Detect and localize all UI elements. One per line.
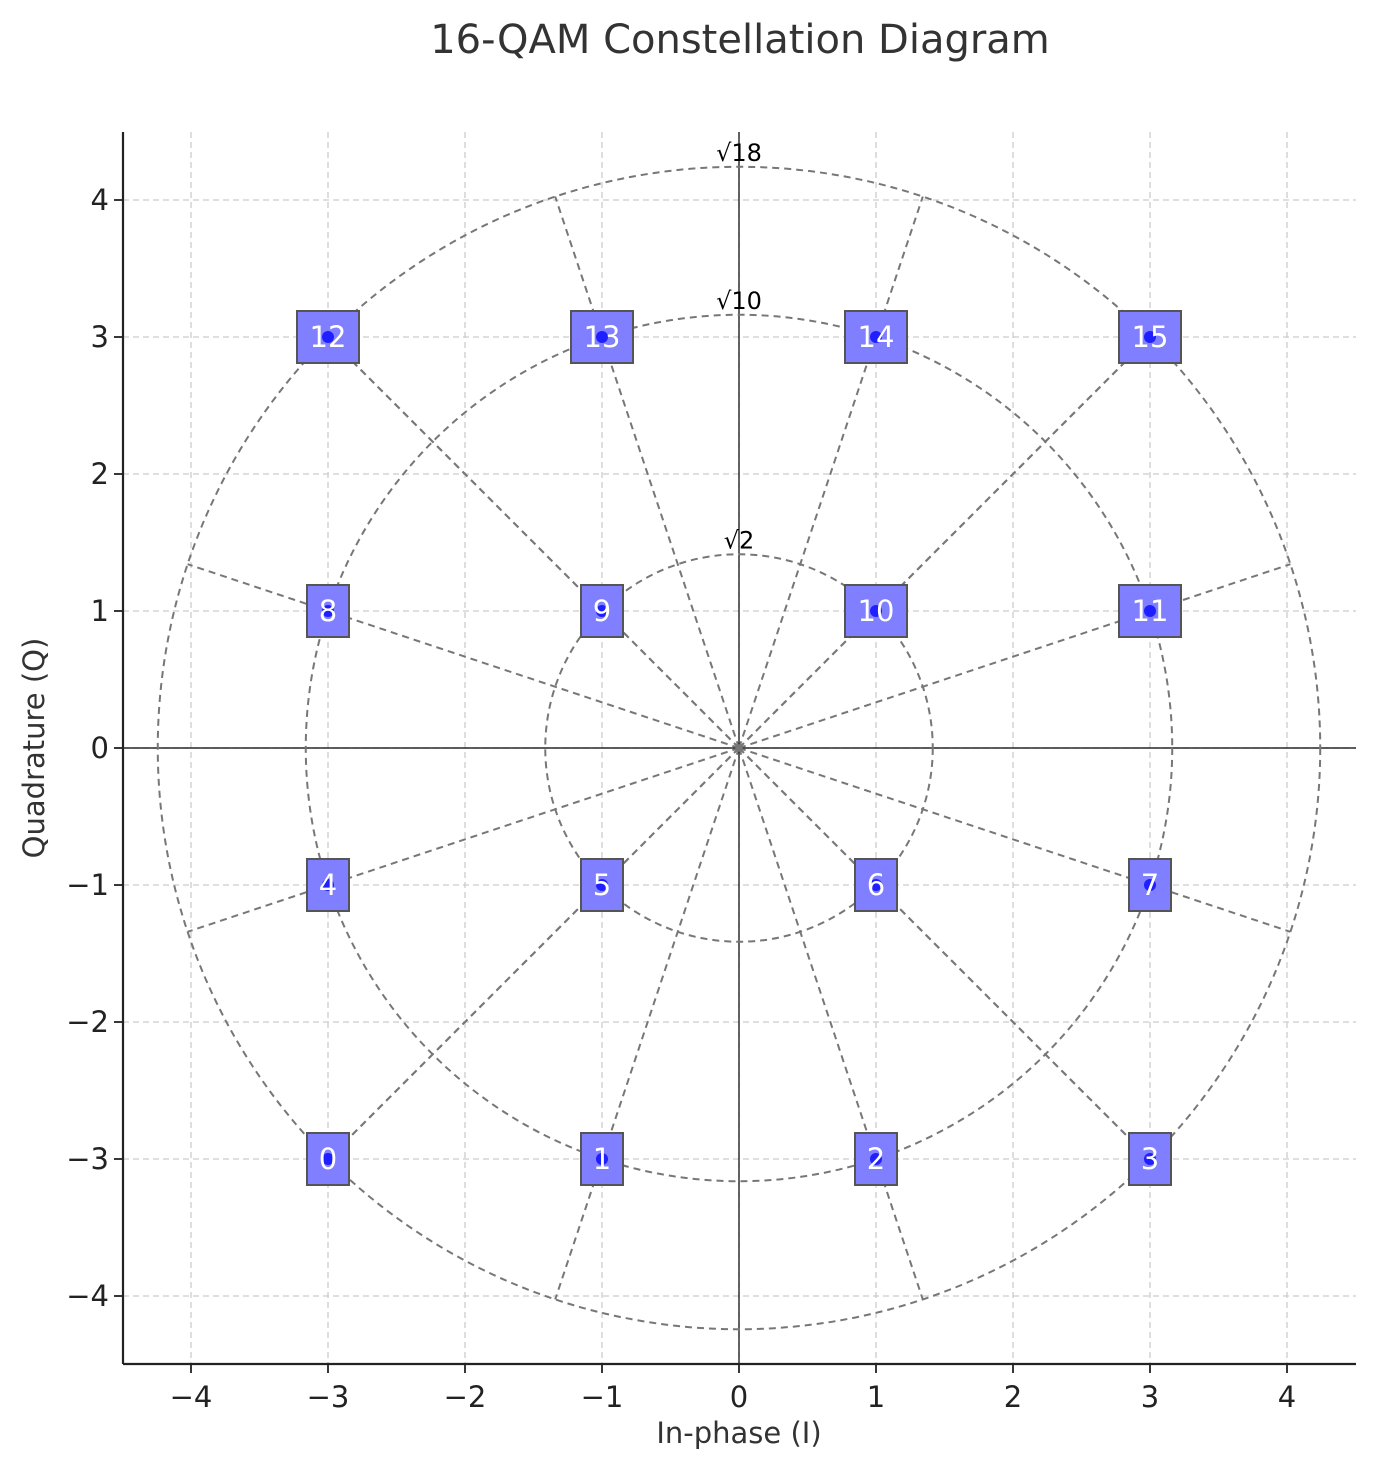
point-label: 2 — [867, 1142, 885, 1176]
x-tick-label: −2 — [444, 1380, 487, 1414]
y-tick-label: −1 — [66, 868, 109, 902]
constellation-point: 15 — [1118, 310, 1182, 364]
x-tick-label: 4 — [1278, 1380, 1296, 1414]
point-label: 9 — [593, 594, 611, 628]
y-tick-label: −2 — [66, 1005, 109, 1039]
point-marker — [870, 879, 882, 891]
point-marker — [870, 331, 882, 343]
constellation-point: 7 — [1128, 858, 1172, 912]
x-axis-label: In-phase (I) — [656, 1416, 821, 1450]
spoke-line — [327, 747, 740, 1160]
point-marker — [1144, 879, 1156, 891]
y-tick-label: −3 — [66, 1142, 109, 1176]
point-label: 6 — [867, 868, 885, 902]
point-label: 0 — [319, 1142, 337, 1176]
constellation-point: 0 — [306, 1132, 350, 1186]
x-tick-label: 3 — [1141, 1380, 1159, 1414]
y-axis-label: Quadrature (Q) — [17, 638, 51, 859]
x-tick-label: −3 — [307, 1380, 350, 1414]
point-marker — [322, 605, 334, 617]
point-label: 12 — [310, 320, 347, 354]
constellation-point: 5 — [580, 858, 624, 912]
y-tick-label: 1 — [91, 594, 109, 628]
point-label: 15 — [1132, 320, 1169, 354]
constellation-point: 8 — [306, 584, 350, 638]
point-label: 10 — [858, 594, 895, 628]
spoke-line — [738, 336, 1151, 749]
ring-label: √18 — [716, 139, 762, 167]
point-label: 14 — [858, 320, 895, 354]
x-tick-label: 1 — [867, 1380, 885, 1414]
point-label: 7 — [1141, 868, 1159, 902]
spoke-line — [738, 196, 924, 749]
y-tick-label: 4 — [91, 183, 109, 217]
spoke-lines — [187, 196, 1291, 1300]
point-label: 11 — [1132, 594, 1169, 628]
point-marker — [596, 331, 608, 343]
point-marker — [870, 605, 882, 617]
constellation-point: 3 — [1128, 1132, 1172, 1186]
point-marker — [322, 331, 334, 343]
radius-rings: √2 √10 √18 — [156, 139, 1322, 1331]
spoke-line — [738, 747, 1151, 1160]
point-marker — [1144, 331, 1156, 343]
y-tick-label: 0 — [91, 731, 109, 765]
spoke-line — [554, 196, 740, 749]
x-tick-label: −4 — [170, 1380, 213, 1414]
point-marker — [596, 605, 608, 617]
constellation-point: 2 — [854, 1132, 898, 1186]
constellation-point: 14 — [844, 310, 908, 364]
constellation-point: 13 — [570, 310, 634, 364]
point-label: 5 — [593, 868, 611, 902]
point-marker — [596, 879, 608, 891]
radius-ring — [544, 553, 934, 943]
spoke-line — [327, 336, 740, 749]
axes — [114, 132, 1356, 1373]
ring-label: √2 — [724, 526, 755, 554]
spoke-line — [187, 747, 740, 933]
point-label: 3 — [1141, 1142, 1159, 1176]
constellation-point: 12 — [296, 310, 360, 364]
chart-title: 16-QAM Constellation Diagram — [430, 17, 1050, 63]
constellation-point: 6 — [854, 858, 898, 912]
radius-ring — [304, 313, 1174, 1183]
constellation-point: 9 — [580, 584, 624, 638]
y-tick-label: 3 — [91, 320, 109, 354]
point-marker — [1144, 605, 1156, 617]
ring-label: √10 — [716, 287, 762, 315]
x-tick-label: 0 — [730, 1380, 748, 1414]
spoke-line — [554, 747, 740, 1300]
radius-ring — [156, 165, 1322, 1331]
spoke-line — [738, 747, 1291, 933]
constellation-point: 1 — [580, 1132, 624, 1186]
point-label: 1 — [593, 1142, 611, 1176]
point-marker — [596, 1153, 608, 1165]
constellation-point: 4 — [306, 858, 350, 912]
point-label: 13 — [584, 320, 621, 354]
spoke-line — [187, 563, 740, 749]
point-marker — [322, 879, 334, 891]
spoke-line — [738, 563, 1291, 749]
point-label: 8 — [319, 594, 337, 628]
point-label: 4 — [319, 868, 337, 902]
point-marker — [1144, 1153, 1156, 1165]
point-marker — [870, 1153, 882, 1165]
spoke-line — [738, 747, 924, 1300]
constellation-point: 11 — [1118, 584, 1182, 638]
y-tick-label: 2 — [91, 457, 109, 491]
x-tick-label: 2 — [1004, 1380, 1022, 1414]
point-marker — [322, 1153, 334, 1165]
constellation-point: 10 — [844, 584, 908, 638]
x-tick-label: −1 — [581, 1380, 624, 1414]
point-label-box — [296, 310, 360, 364]
point-label-box — [854, 858, 898, 912]
y-tick-label: −4 — [66, 1279, 109, 1313]
